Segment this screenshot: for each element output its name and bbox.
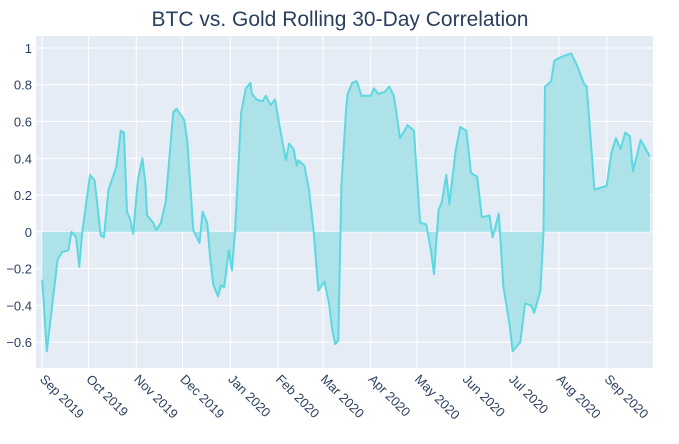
x-tick-label: Feb 2020 [273,372,322,421]
y-tick-label: −0.6 [6,335,32,350]
y-tick-label: 0.8 [14,78,32,93]
x-tick-label: Apr 2020 [366,372,414,420]
x-tick-label: Oct 2019 [83,372,131,420]
x-tick-label: Aug 2020 [554,372,604,422]
x-tick-label: Mar 2020 [318,372,367,421]
y-tick-label: 0.6 [14,115,32,130]
correlation-line [41,52,651,353]
x-tick-label: Dec 2019 [177,372,227,422]
y-tick-label: −0.4 [6,298,32,313]
x-tick-label: May 2020 [412,372,463,423]
x-tick-label: Sep 2020 [602,372,652,422]
x-tick-label: Sep 2019 [37,372,87,422]
y-tick-label: 0 [25,225,32,240]
chart-title: BTC vs. Gold Rolling 30-Day Correlation [152,8,529,31]
y-tick-label: −0.2 [6,262,32,277]
x-tick-label: Jul 2020 [506,372,551,417]
y-tick-label: 0.2 [14,188,32,203]
x-tick-label: Jun 2020 [460,372,508,420]
y-tick-label: 1 [25,41,32,56]
y-axis-ticks: 1 0.8 0.6 0.4 0.2 0 −0.2 −0.4 −0.6 [6,41,32,350]
data-points [42,53,650,352]
correlation-area-fill [42,53,650,352]
y-tick-label: 0.4 [14,151,32,166]
x-tick-label: Nov 2019 [131,372,181,422]
x-tick-label: Jan 2020 [225,372,273,420]
